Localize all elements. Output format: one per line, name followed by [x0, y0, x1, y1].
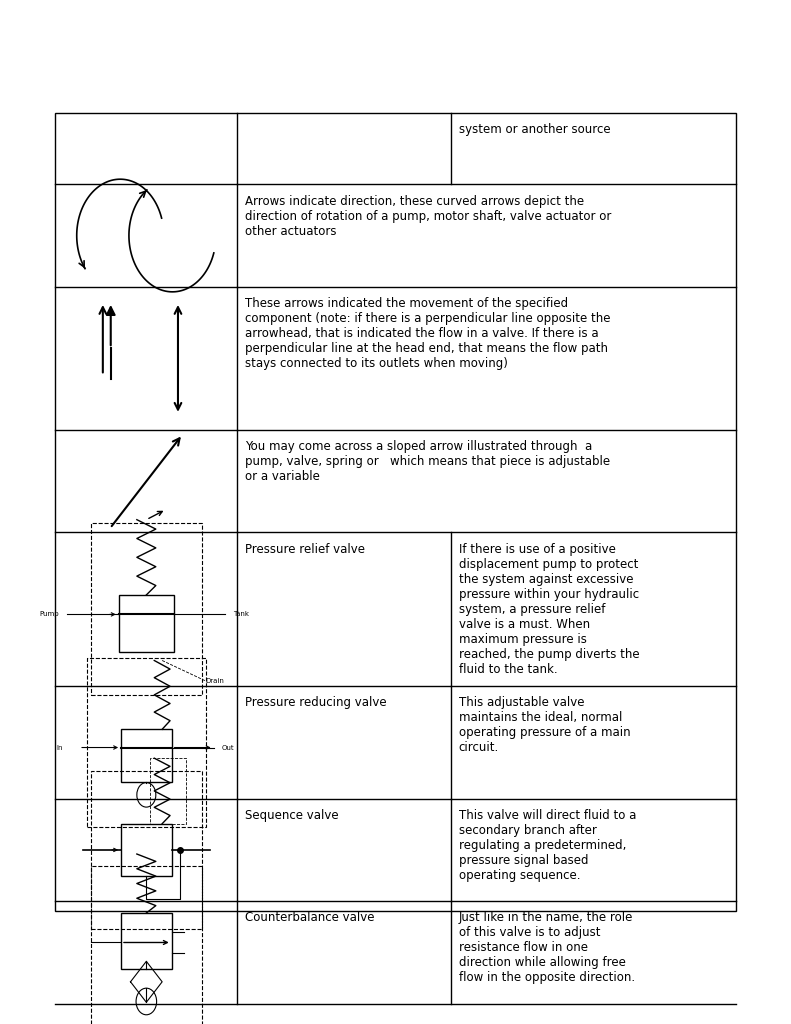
- Text: Arrows indicate direction, these curved arrows depict the
direction of rotation : Arrows indicate direction, these curved …: [245, 195, 611, 238]
- Bar: [91, 523, 202, 695]
- Bar: [91, 866, 202, 1024]
- Text: Out: Out: [221, 744, 234, 751]
- Bar: [119, 595, 174, 652]
- Bar: [150, 758, 186, 823]
- Text: Pressure reducing valve: Pressure reducing valve: [245, 696, 387, 710]
- Bar: [55, 113, 736, 911]
- Text: Sequence valve: Sequence valve: [245, 809, 339, 822]
- Bar: [87, 657, 206, 827]
- Text: You may come across a sloped arrow illustrated through  a
pump, valve, spring or: You may come across a sloped arrow illus…: [245, 440, 611, 483]
- Bar: [121, 729, 172, 781]
- Text: Counterbalance valve: Counterbalance valve: [245, 911, 375, 925]
- Text: If there is use of a positive
displacement pump to protect
the system against ex: If there is use of a positive displaceme…: [459, 543, 639, 676]
- Text: Pressure relief valve: Pressure relief valve: [245, 543, 365, 556]
- Text: This valve will direct fluid to a
secondary branch after
regulating a predetermi: This valve will direct fluid to a second…: [459, 809, 636, 882]
- Text: system or another source: system or another source: [459, 123, 611, 136]
- Text: This adjustable valve
maintains the ideal, normal
operating pressure of a main
c: This adjustable valve maintains the idea…: [459, 696, 630, 755]
- Text: Just like in the name, the role
of this valve is to adjust
resistance flow in on: Just like in the name, the role of this …: [459, 911, 635, 984]
- Bar: [91, 771, 202, 929]
- Text: These arrows indicated the movement of the specified
component (note: if there i: These arrows indicated the movement of t…: [245, 297, 611, 370]
- Text: Drain: Drain: [206, 678, 225, 684]
- Bar: [121, 823, 172, 877]
- Bar: [121, 913, 172, 969]
- Text: Tank: Tank: [233, 611, 249, 617]
- Text: Pump: Pump: [40, 611, 59, 617]
- Text: In: In: [57, 744, 63, 751]
